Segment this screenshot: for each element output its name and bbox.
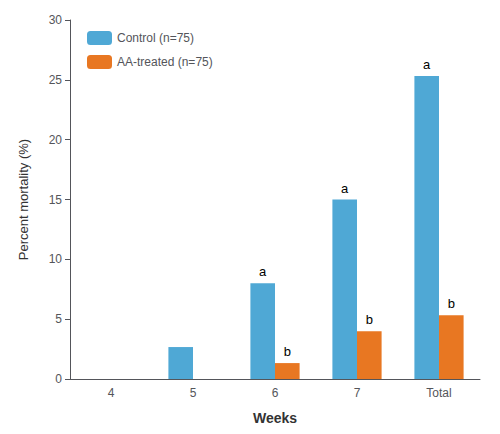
svg-text:7: 7 (354, 386, 361, 400)
svg-text:10: 10 (49, 252, 63, 266)
svg-text:Total: Total (426, 386, 451, 400)
svg-text:b: b (284, 344, 291, 359)
svg-text:a: a (341, 181, 349, 196)
svg-text:a: a (259, 264, 267, 279)
svg-text:b: b (366, 312, 373, 327)
svg-text:b: b (448, 296, 455, 311)
svg-text:Percent mortality (%): Percent mortality (%) (16, 139, 31, 260)
svg-text:5: 5 (190, 386, 197, 400)
svg-text:4: 4 (108, 386, 115, 400)
svg-text:20: 20 (49, 133, 63, 147)
svg-text:15: 15 (49, 193, 63, 207)
svg-text:a: a (423, 57, 431, 72)
svg-text:Weeks: Weeks (253, 410, 297, 426)
svg-text:AA-treated (n=75): AA-treated (n=75) (117, 55, 213, 69)
svg-text:5: 5 (55, 312, 62, 326)
svg-text:6: 6 (272, 386, 279, 400)
svg-text:Control (n=75): Control (n=75) (117, 31, 194, 45)
svg-text:25: 25 (49, 73, 63, 87)
svg-text:30: 30 (49, 13, 63, 27)
svg-text:0: 0 (55, 372, 62, 386)
